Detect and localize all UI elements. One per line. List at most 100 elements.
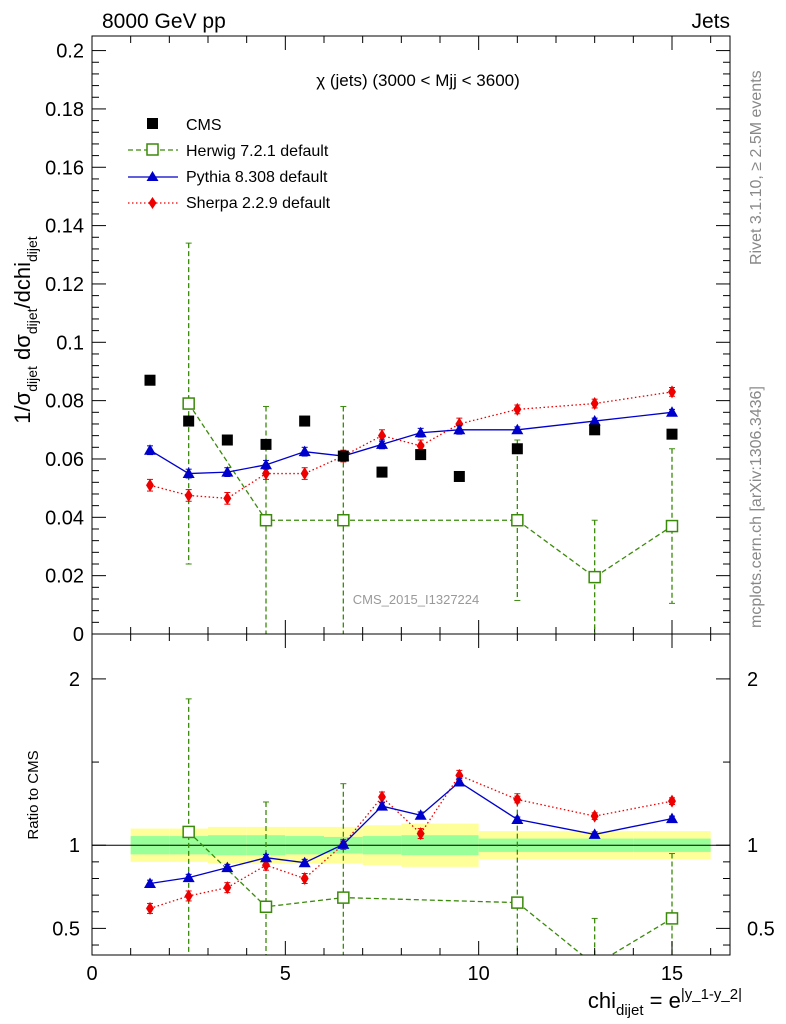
main-herwig-point: [259, 513, 273, 527]
mcplots-label: mcplots.cern.ch [arXiv:1306.3436]: [748, 386, 765, 628]
main-ytick-label: 0.16: [45, 157, 84, 179]
ratio-herwig-point: [665, 912, 679, 925]
ratio-sherpa-point: [223, 881, 232, 895]
main-sherpa-line: [149, 391, 673, 500]
xtick-label: 0: [86, 963, 97, 985]
legend-pythia-label: Pythia 8.308 default: [186, 169, 328, 186]
main-cms-point: [260, 438, 272, 450]
header-left: 8000 GeV pp: [102, 10, 226, 33]
main-y-tick-labels: 0 0.02 0.04 0.06 0.08 0.1 0.12 0.14 0.16 0.18 0.2: [45, 41, 84, 646]
main-herwig-point: [337, 513, 350, 527]
ratio-pythia-point: [221, 861, 234, 873]
main-ytick-label: 0: [73, 624, 84, 646]
xlabel-eq: = e: [644, 988, 681, 1013]
main-pythia-point: [376, 438, 388, 449]
ratio-pythia-point: [298, 856, 311, 868]
main-sherpa-point: [590, 397, 599, 411]
ratio-sherpa-point: [184, 889, 193, 903]
ratio-y-axis-label: Ratio to CMS: [25, 750, 42, 839]
main-sherpa-point: [378, 429, 386, 443]
main-cms-point: [221, 434, 233, 446]
main-panel: 00.020.040.060.080.10.120.140.160.180.2 …: [10, 35, 731, 646]
legend-entry-sherpa: Sherpa 2.2.9 default: [128, 195, 331, 212]
ratio-sherpa-point: [146, 901, 154, 915]
main-pythia-point: [298, 445, 311, 457]
xtick-label: 5: [280, 963, 291, 985]
ylabel-sub3: dijet: [24, 236, 40, 262]
ratio-ytick-label-left: 0.5: [52, 918, 80, 940]
x-axis-label: chidijet = e|y_1-y_2|: [588, 986, 742, 1019]
ratio-herwig-line: [188, 831, 673, 955]
ratio-pythia-point: [511, 813, 524, 824]
ratio-panel: 0.5 0.5 1 1 2 2 0 5 10 15 Ratio to CMS chidijet …: [25, 633, 775, 1019]
legend-cms-marker: [147, 118, 158, 129]
main-pythia-line: [149, 411, 673, 475]
ratio-pythia-point: [376, 800, 388, 811]
legend-sherpa-label: Sherpa 2.2.9 default: [186, 195, 331, 212]
main-sherpa-point: [146, 478, 154, 492]
main-pythia-point: [453, 423, 466, 435]
ratio-herwig-point: [511, 896, 524, 909]
ratio-herwig-point: [182, 825, 195, 839]
ratio-ytick-label-left: 2: [69, 669, 80, 691]
legend-entry-cms: CMS: [147, 117, 222, 134]
ylabel-sub2: dijet: [24, 308, 40, 334]
ratio-pythia-point: [260, 851, 272, 863]
xlabel-main: chi: [588, 988, 616, 1013]
plot-title: χ (jets) (3000 < Mjj < 3600): [316, 71, 520, 90]
analysis-watermark: CMS_2015_I1327224: [353, 592, 480, 607]
ratio-data-layer: [144, 698, 679, 970]
ratio-pythia-point: [588, 828, 601, 839]
legend-entry-herwig: Herwig 7.2.1 default: [128, 143, 329, 160]
main-cms-point: [376, 466, 388, 478]
main-cms-point: [337, 450, 349, 462]
ylabel-mid: dσ: [10, 334, 35, 366]
main-cms-point: [666, 428, 678, 440]
main-sherpa-point: [416, 439, 425, 453]
ratio-ytick-label-right: 2: [747, 669, 758, 691]
ratio-pythia-line: [149, 781, 673, 885]
main-pythia-point: [666, 406, 678, 417]
main-sherpa-point: [668, 385, 676, 399]
main-axis-ticks: [91, 36, 730, 635]
main-y-axis-label: 1/σdijet dσdijet/dchidijet: [10, 236, 40, 424]
main-cms-point: [453, 470, 465, 482]
main-sherpa-point: [262, 467, 270, 481]
ratio-herwig-point: [337, 891, 350, 904]
main-pythia-point: [260, 458, 272, 470]
xlabel-sub: dijet: [616, 1002, 644, 1019]
ratio-pythia-point: [666, 812, 678, 824]
ratio-pythia-point: [144, 877, 156, 888]
x-tick-labels: 0 5 10 15: [86, 963, 683, 985]
main-cms-point: [183, 415, 195, 427]
main-ytick-label: 0.08: [45, 391, 84, 413]
main-pythia-point: [182, 467, 195, 479]
ratio-axis-ticks: [91, 634, 730, 955]
rivet-label: Rivet 3.1.10, ≥ 2.5M events: [748, 70, 765, 265]
main-ytick-label: 0.18: [45, 99, 84, 121]
main-herwig-point: [665, 519, 679, 533]
legend: CMS Herwig 7.2.1 default Pythia 8.308 de…: [128, 117, 331, 212]
ratio-pythia-point: [414, 809, 427, 820]
ratio-y-tick-labels: 0.5 0.5 1 1 2 2: [52, 669, 775, 940]
main-herwig-point: [588, 570, 601, 584]
ratio-ytick-label-left: 1: [69, 835, 80, 857]
ratio-pythia-point: [453, 776, 466, 787]
ratio-pythia-point: [337, 838, 350, 849]
main-ytick-label: 0.06: [45, 449, 84, 471]
main-ytick-label: 0.04: [45, 507, 84, 529]
main-cms-point: [144, 374, 156, 386]
main-sherpa-point: [513, 402, 522, 416]
ratio-sherpa-point: [300, 871, 309, 885]
main-sherpa-point: [300, 467, 309, 481]
ylabel-slash: /dchi: [10, 262, 35, 308]
main-herwig-point: [511, 513, 524, 527]
xtick-label: 15: [661, 963, 683, 985]
main-ytick-label: 0.02: [45, 566, 84, 588]
ratio-herwig-point: [259, 900, 273, 914]
main-herwig-line: [188, 403, 673, 578]
legend-herwig-marker: [146, 143, 159, 156]
legend-cms-label: CMS: [186, 117, 222, 134]
ratio-herwig-point: [589, 959, 600, 970]
main-pythia-point: [144, 444, 156, 455]
